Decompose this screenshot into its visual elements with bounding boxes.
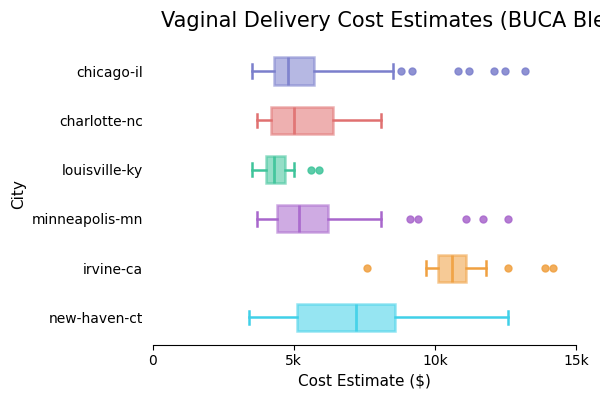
PathPatch shape	[438, 254, 466, 282]
X-axis label: Cost Estimate ($): Cost Estimate ($)	[298, 374, 431, 389]
PathPatch shape	[274, 58, 314, 84]
PathPatch shape	[266, 156, 286, 183]
PathPatch shape	[277, 205, 328, 232]
Y-axis label: City: City	[11, 179, 26, 209]
PathPatch shape	[296, 304, 395, 331]
Text: Vaginal Delivery Cost Estimates (BUCA Blend of Payers): Vaginal Delivery Cost Estimates (BUCA Bl…	[161, 11, 600, 31]
PathPatch shape	[271, 107, 334, 134]
